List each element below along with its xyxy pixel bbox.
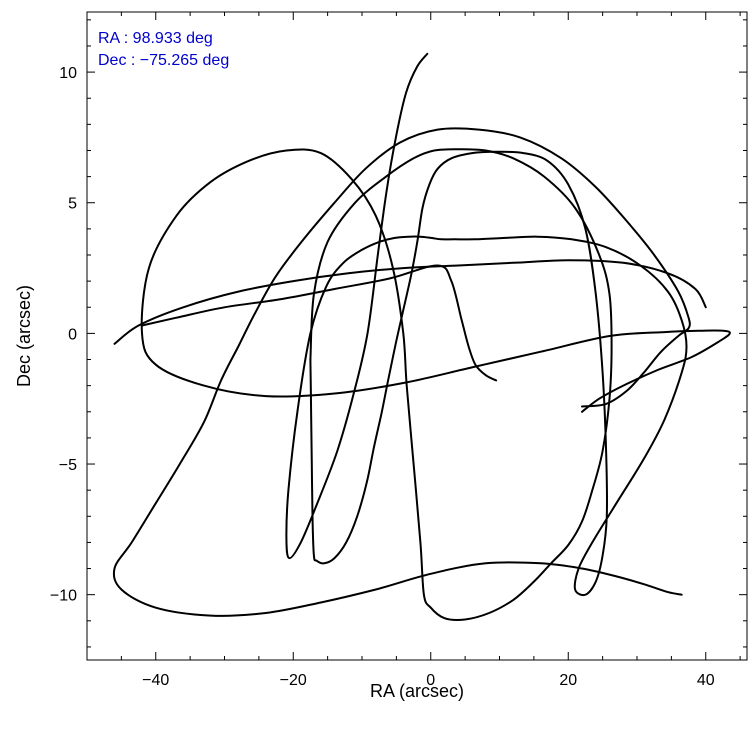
plot-frame: [86, 11, 748, 661]
y-axis-label: Dec (arcsec): [14, 285, 34, 387]
y-tick-label: −5: [59, 457, 77, 474]
x-tick-label: 0: [426, 672, 435, 689]
series-lines: [112, 52, 731, 622]
y-tick-label: −10: [50, 588, 77, 605]
y-tick-label: 10: [59, 65, 77, 82]
annotation-ra: RA : 98.933 deg: [98, 30, 213, 47]
y-tick-label: 0: [68, 326, 77, 343]
x-tick-label: 40: [697, 672, 715, 689]
trajectory-line-2: [140, 148, 731, 622]
x-tick-label: −40: [142, 672, 169, 689]
y-tick-labels: −10 −5 0 5 10: [50, 65, 77, 605]
y-tick-label: 5: [68, 196, 77, 213]
trajectory-line-3: [112, 127, 691, 617]
annotation-dec: Dec : −75.265 deg: [98, 52, 229, 69]
x-tick-label: −20: [280, 672, 307, 689]
x-axis-label: RA (arcsec): [370, 681, 464, 701]
x-tick-labels: −40 −20 0 20 40: [142, 672, 715, 689]
trajectory-line-1: [285, 52, 688, 597]
x-tick-label: 20: [559, 672, 577, 689]
axis-ticks: [86, 12, 747, 660]
trajectory-line-5: [141, 264, 498, 382]
